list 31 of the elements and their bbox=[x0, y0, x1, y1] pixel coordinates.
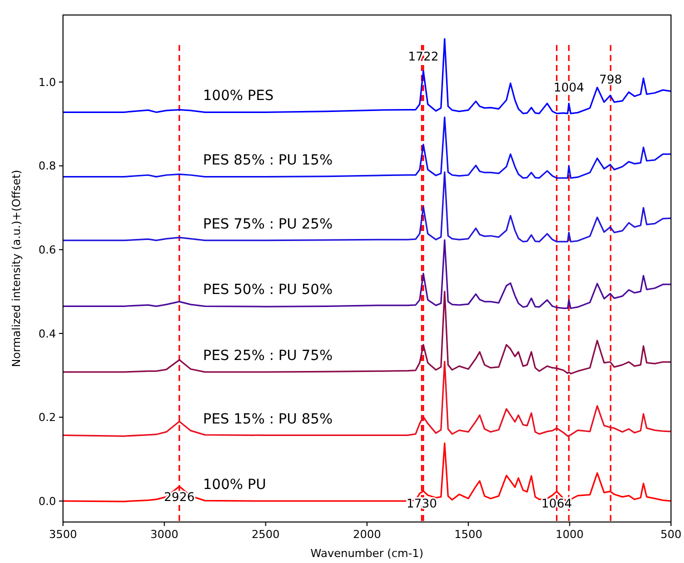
x-tick-label: 500 bbox=[660, 528, 682, 541]
series-label: 100% PES bbox=[203, 88, 274, 104]
annotation: 798 bbox=[599, 72, 622, 87]
annotation: 1064 bbox=[541, 496, 572, 510]
line-series bbox=[62, 171, 672, 242]
series-label: PES 85% : PU 15% bbox=[203, 152, 333, 169]
line-series bbox=[62, 239, 672, 310]
y-tick-label: 1.0 bbox=[38, 76, 56, 89]
annotation: 1730 bbox=[406, 496, 437, 510]
x-axis-title: Wavenumber (cm-1) bbox=[310, 547, 424, 560]
line-series bbox=[62, 116, 672, 179]
y-tick-label: 0.2 bbox=[38, 411, 56, 424]
series-label: PES 15% : PU 85% bbox=[203, 411, 333, 428]
x-tick-label: 1000 bbox=[556, 528, 584, 541]
y-tick-label: 0.8 bbox=[38, 160, 56, 173]
series-label: PES 75% : PU 25% bbox=[203, 216, 333, 232]
x-tick-label: 2000 bbox=[353, 528, 381, 541]
y-tick-label: 0.0 bbox=[38, 494, 56, 508]
y-tick-label: 0.4 bbox=[38, 327, 56, 340]
series-label: PES 25% : PU 75% bbox=[203, 348, 333, 364]
x-tick-label: 2500 bbox=[252, 528, 280, 541]
line-series bbox=[62, 38, 672, 114]
annotation: 1722 bbox=[408, 50, 439, 64]
x-tick-label: 3000 bbox=[150, 528, 178, 541]
series-label: PES 50% : PU 50% bbox=[203, 282, 333, 298]
series-label: 100% PU bbox=[203, 477, 266, 494]
y-axis-title: Normalized intensity (a.u.)+(Offset) bbox=[10, 170, 23, 368]
x-tick-label: 1500 bbox=[454, 528, 482, 541]
line-series bbox=[62, 360, 672, 437]
y-tick-label: 0.6 bbox=[38, 243, 56, 256]
x-tick-label: 3500 bbox=[49, 528, 77, 541]
